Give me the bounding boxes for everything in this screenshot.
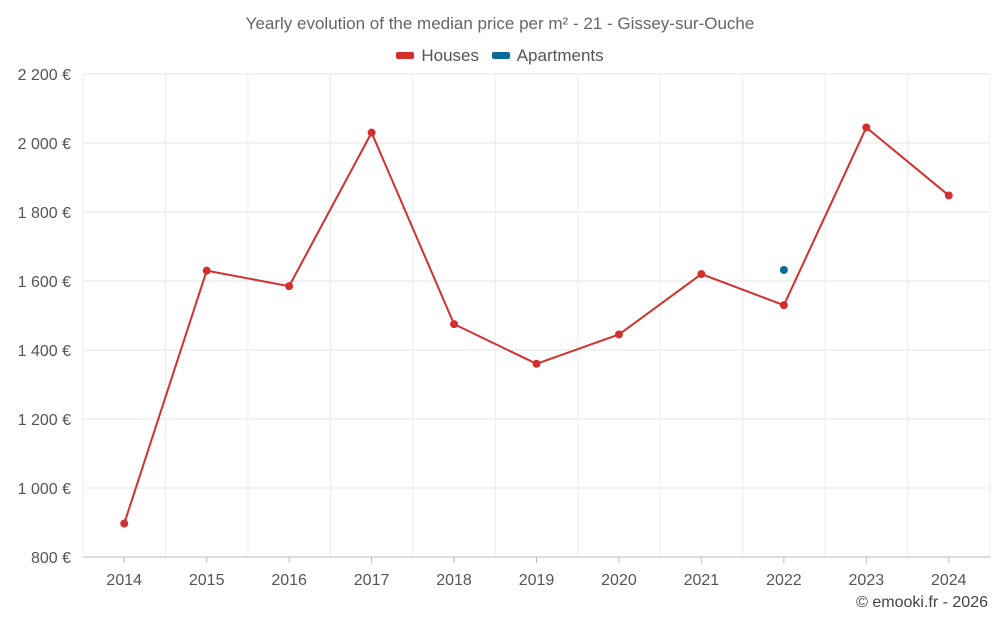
legend-label-houses: Houses bbox=[421, 45, 479, 65]
x-tick-label: 2016 bbox=[271, 572, 307, 589]
y-tick-label: 1 600 € bbox=[18, 274, 71, 291]
y-tick-label: 1 400 € bbox=[18, 343, 71, 360]
x-tick-label: 2022 bbox=[766, 572, 802, 589]
x-tick-label: 2015 bbox=[189, 572, 225, 589]
x-tick-label: 2024 bbox=[931, 572, 967, 589]
x-tick-label: 2018 bbox=[436, 572, 472, 589]
y-tick-label: 800 € bbox=[31, 550, 71, 567]
data-point-houses bbox=[697, 270, 706, 279]
data-point-houses bbox=[120, 519, 129, 528]
data-point-houses bbox=[862, 123, 871, 132]
x-tick-label: 2020 bbox=[601, 572, 637, 589]
chart-title: Yearly evolution of the median price per… bbox=[245, 14, 755, 33]
x-tick-label: 2019 bbox=[519, 572, 555, 589]
data-point-houses bbox=[367, 128, 376, 137]
x-tick-label: 2017 bbox=[354, 572, 390, 589]
legend-item-apartments[interactable]: Apartments bbox=[491, 45, 604, 66]
data-point-houses bbox=[450, 320, 459, 329]
credit-text: © emooki.fr - 2026 bbox=[856, 594, 988, 611]
legend-label-apartments: Apartments bbox=[516, 45, 604, 65]
legend-swatch-houses bbox=[396, 52, 415, 59]
x-tick-label: 2023 bbox=[849, 572, 885, 589]
legend-swatch-apartments bbox=[491, 52, 510, 59]
data-point-houses bbox=[779, 301, 788, 310]
data-point-houses bbox=[285, 282, 294, 291]
legend-item-houses[interactable]: Houses bbox=[396, 46, 479, 66]
x-tick-label: 2021 bbox=[684, 572, 720, 589]
data-point-houses bbox=[202, 266, 211, 275]
data-point-houses bbox=[944, 191, 953, 200]
y-tick-label: 2 000 € bbox=[18, 136, 71, 153]
y-tick-label: 1 200 € bbox=[18, 412, 71, 429]
data-point-apartments bbox=[779, 265, 788, 274]
y-tick-label: 1 800 € bbox=[18, 205, 71, 222]
data-point-houses bbox=[614, 330, 623, 339]
y-tick-label: 2 200 € bbox=[18, 67, 71, 84]
chart-legend: Houses Apartments bbox=[0, 44, 1000, 66]
data-point-houses bbox=[532, 359, 541, 368]
x-tick-label: 2014 bbox=[106, 572, 142, 589]
y-tick-label: 1 000 € bbox=[18, 481, 71, 498]
